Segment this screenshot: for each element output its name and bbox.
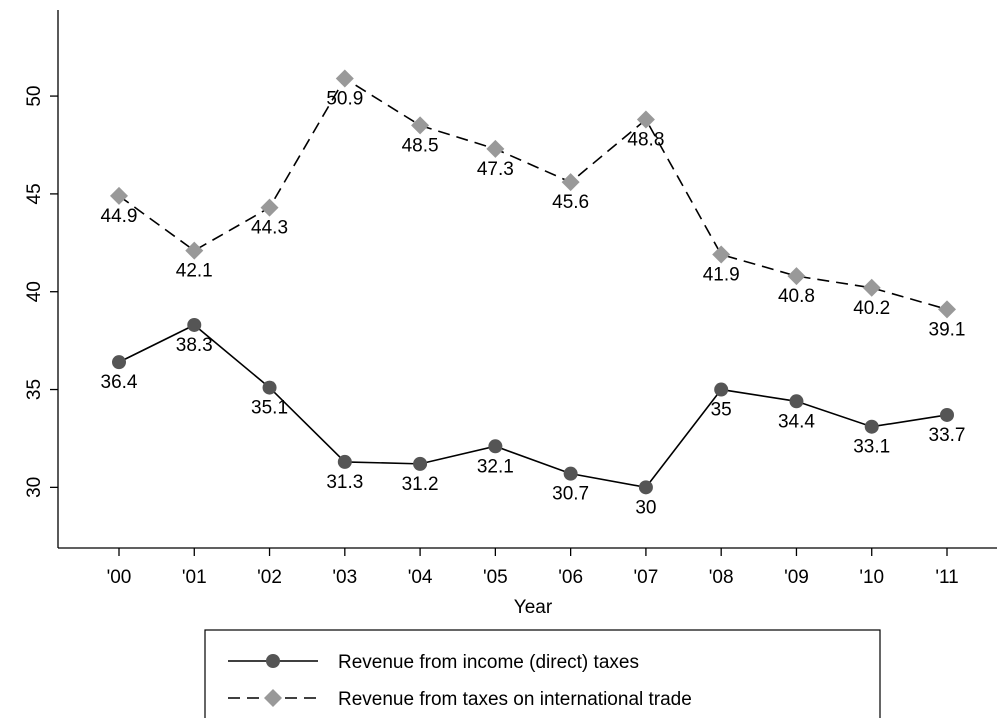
- data-label: 45.6: [552, 192, 589, 213]
- data-label: 44.9: [101, 206, 138, 227]
- x-tick-label: '07: [634, 567, 659, 588]
- data-label: 35: [711, 400, 732, 421]
- data-point: [187, 317, 202, 332]
- y-tick-label: 30: [24, 477, 45, 498]
- x-tick-label: '10: [859, 567, 884, 588]
- x-tick-label: '01: [182, 567, 207, 588]
- data-label: 48.8: [627, 130, 664, 151]
- data-point: [112, 355, 126, 370]
- y-tick-label: 45: [24, 183, 45, 204]
- data-label: 36.4: [101, 372, 138, 393]
- data-point: [862, 278, 881, 297]
- x-tick-label: '03: [332, 567, 357, 588]
- data-label: 35.1: [251, 398, 288, 419]
- legend-label: Revenue from income (direct) taxes: [338, 652, 639, 673]
- data-label: 44.3: [251, 218, 288, 239]
- data-point: [938, 300, 956, 319]
- data-point: [335, 69, 354, 88]
- data-label: 33.7: [929, 425, 966, 446]
- data-label: 39.1: [929, 319, 966, 340]
- series-line: [118, 77, 948, 311]
- data-label: 31.2: [402, 474, 439, 495]
- y-tick-label: 35: [24, 379, 45, 400]
- legend-label: Revenue from taxes on international trad…: [338, 689, 692, 710]
- x-tick-label: '04: [408, 567, 433, 588]
- data-point: [638, 480, 653, 495]
- data-point: [110, 186, 128, 205]
- data-point: [712, 245, 731, 264]
- data-label: 33.1: [853, 437, 890, 458]
- data-point: [864, 419, 879, 434]
- x-tick-label: '06: [558, 567, 583, 588]
- x-tick-label: '09: [784, 567, 809, 588]
- data-point: [787, 267, 806, 286]
- y-tick-label: 40: [24, 281, 45, 302]
- data-point: [563, 466, 578, 481]
- data-label: 40.8: [778, 286, 815, 307]
- data-label: 42.1: [176, 261, 213, 282]
- data-label: 34.4: [778, 411, 815, 432]
- data-point: [413, 456, 428, 471]
- data-point: [337, 454, 352, 469]
- x-tick-label: '11: [935, 567, 958, 588]
- data-point: [262, 380, 277, 395]
- data-label: 41.9: [703, 265, 740, 286]
- data-point: [486, 139, 505, 158]
- data-label: 47.3: [477, 159, 514, 180]
- data-point: [789, 394, 804, 409]
- data-point: [561, 173, 580, 192]
- data-label: 38.3: [176, 335, 213, 356]
- data-label: 48.5: [402, 135, 439, 156]
- data-label: 32.1: [477, 456, 514, 477]
- legend-marker: [264, 689, 282, 707]
- x-tick-label: '00: [107, 567, 132, 588]
- data-point: [714, 382, 729, 397]
- data-point: [411, 116, 430, 135]
- legend-box: [204, 629, 881, 718]
- y-tick-label: 50: [24, 86, 45, 107]
- data-point: [636, 110, 655, 129]
- data-label: 31.3: [326, 472, 363, 493]
- series-line: [118, 324, 948, 489]
- legend-marker: [266, 654, 280, 668]
- data-point: [260, 198, 279, 217]
- data-point: [940, 407, 954, 422]
- x-axis-title: Year: [514, 597, 553, 618]
- x-tick-label: '02: [257, 567, 282, 588]
- data-label: 30.7: [552, 484, 589, 505]
- data-label: 30: [635, 497, 656, 518]
- x-tick-label: '05: [483, 567, 508, 588]
- data-label: 40.2: [853, 298, 890, 319]
- data-label: 50.9: [326, 88, 363, 109]
- data-point: [185, 241, 204, 260]
- data-point: [488, 439, 503, 454]
- x-tick-label: '08: [709, 567, 734, 588]
